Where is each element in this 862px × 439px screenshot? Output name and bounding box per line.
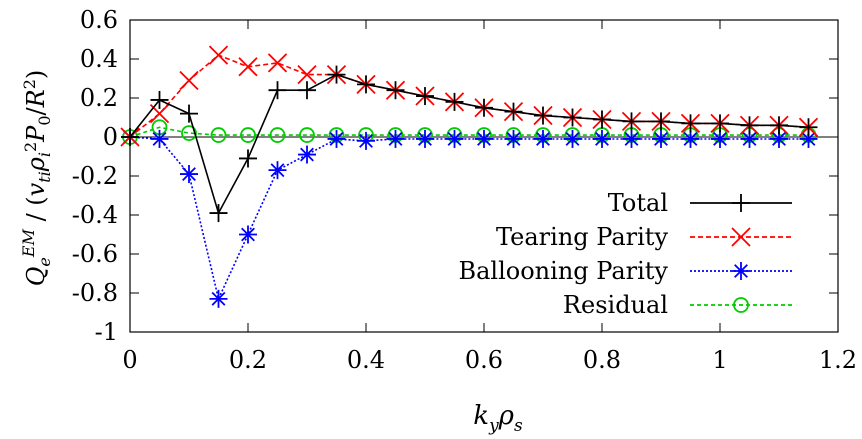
ballooning-parity-point xyxy=(209,289,228,308)
legend-label: Tearing Parity xyxy=(496,223,668,251)
ballooning-parity-point xyxy=(475,129,493,148)
legend-item-ballooning-parity: Ballooning Parity xyxy=(458,257,792,285)
total-point xyxy=(681,114,700,133)
legend-item-total: Total xyxy=(608,189,792,217)
tearing-parity-point xyxy=(297,64,317,85)
x-tick-label: 0.6 xyxy=(465,346,503,374)
residual-point xyxy=(299,127,315,143)
total-point xyxy=(799,118,818,137)
total-point xyxy=(652,112,670,131)
x-tick-label: 0.4 xyxy=(347,346,385,374)
ballooning-parity-point xyxy=(681,129,700,148)
tearing-parity-point xyxy=(208,45,229,65)
total-point xyxy=(416,87,434,106)
y-tick-label: 0 xyxy=(103,123,118,151)
y-tick-label: 0.4 xyxy=(80,45,118,73)
ballooning-parity-point xyxy=(416,129,434,148)
axis-labels: kyρs QeEM / (vtiρi2P0/R2) xyxy=(19,70,523,436)
x-tick-label: 1 xyxy=(712,346,727,374)
residual-point xyxy=(210,127,227,143)
legend-label: Ballooning Parity xyxy=(458,257,668,285)
y-axis-label: QeEM / (vtiρi2P0/R2) xyxy=(19,70,54,287)
legend-marker xyxy=(732,262,750,280)
series-tearing-parity xyxy=(120,45,819,147)
residual-point xyxy=(181,125,197,142)
total-point xyxy=(593,110,611,129)
y-tick-label: -0.8 xyxy=(72,279,118,307)
total-line xyxy=(129,73,809,216)
legend: Total Tearing Parity Ballooning Parity Resi… xyxy=(458,189,792,319)
total-point xyxy=(534,106,552,125)
tearing-parity-point xyxy=(179,70,199,91)
total-point xyxy=(386,81,405,100)
tearing-parity-point xyxy=(267,53,288,73)
x-tick-label: 0 xyxy=(122,346,137,374)
ballooning-parity-point xyxy=(268,161,287,180)
ballooning-parity-point xyxy=(445,129,464,148)
ballooning-parity-point xyxy=(652,129,670,148)
total-point xyxy=(504,102,523,121)
residual-point xyxy=(240,127,256,143)
total-point xyxy=(121,128,139,146)
axes: 0.60.40.20-0.2-0.4-0.6-0.8-10 0.2 0.4 0.6 0.… xyxy=(72,6,857,374)
tearing-parity-line xyxy=(129,54,809,138)
ballooning-parity-point xyxy=(298,145,316,164)
x-axis-label: kyρs xyxy=(473,401,523,436)
residual-line xyxy=(129,126,809,138)
residual-point xyxy=(269,127,286,143)
x-tick-label: 0.2 xyxy=(229,346,267,374)
ballooning-parity-point xyxy=(622,129,641,148)
legend-item-tearing-parity: Tearing Parity xyxy=(496,223,792,251)
ballooning-parity-point xyxy=(593,129,611,148)
total-point xyxy=(770,116,788,135)
total-point xyxy=(150,90,169,109)
total-point xyxy=(563,108,582,127)
total-point xyxy=(740,116,759,135)
plot-frame xyxy=(129,19,839,333)
y-tick-label: -0.6 xyxy=(72,240,118,268)
legend-label: Total xyxy=(608,189,668,217)
y-tick-label: -0.4 xyxy=(72,201,118,229)
legend-marker xyxy=(732,194,750,212)
series-total xyxy=(121,65,818,223)
legend-label: Residual xyxy=(563,291,668,319)
ballooning-parity-line xyxy=(129,136,809,302)
legend-marker xyxy=(733,297,749,313)
total-point xyxy=(711,114,729,133)
y-tick-label: -1 xyxy=(95,318,118,346)
total-point xyxy=(298,81,316,100)
x-tick-label: 1.2 xyxy=(819,346,857,374)
plot-area xyxy=(120,45,819,308)
total-point xyxy=(268,81,287,100)
ballooning-parity-point xyxy=(357,131,375,150)
total-point xyxy=(357,75,375,94)
ballooning-parity-point xyxy=(563,129,582,148)
series-ballooning-parity xyxy=(121,128,818,308)
ballooning-parity-point xyxy=(180,165,198,184)
ballooning-parity-point xyxy=(150,129,169,148)
x-tick-label: 0.8 xyxy=(583,346,621,374)
ballooning-parity-point xyxy=(504,129,523,148)
ballooning-parity-point xyxy=(386,129,405,148)
total-point xyxy=(209,204,228,223)
total-point xyxy=(475,98,493,117)
total-point xyxy=(327,65,346,84)
ballooning-parity-point xyxy=(239,225,257,244)
y-tick-label: 0.2 xyxy=(80,84,118,112)
ballooning-parity-point xyxy=(534,129,552,148)
ballooning-parity-point xyxy=(711,129,729,148)
legend-item-residual: Residual xyxy=(563,291,792,319)
total-point xyxy=(239,149,257,168)
legend-marker xyxy=(731,227,751,247)
total-point xyxy=(180,104,198,123)
ballooning-parity-point xyxy=(327,129,346,148)
ballooning-parity-point xyxy=(799,129,818,148)
tearing-parity-point xyxy=(238,57,258,77)
y-tick-label: 0.6 xyxy=(80,6,118,34)
y-tick-label: -0.2 xyxy=(72,162,118,190)
total-point xyxy=(622,112,641,131)
total-point xyxy=(445,92,464,111)
